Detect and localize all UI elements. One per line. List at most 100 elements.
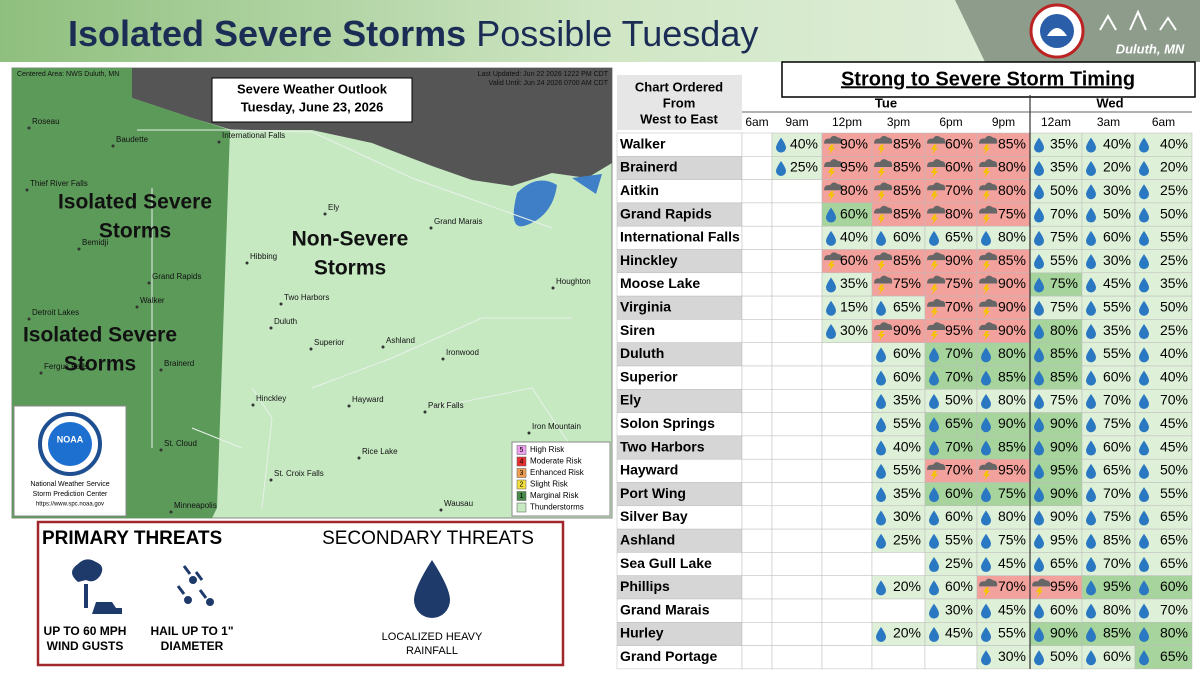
cell-value: 30%	[1103, 252, 1131, 268]
cell-value: 95%	[1050, 578, 1078, 594]
drop-icon	[1086, 393, 1096, 409]
cell	[821, 365, 873, 390]
drop-icon	[1139, 230, 1149, 246]
cell-value: 55%	[1050, 252, 1078, 268]
bolt-icon	[983, 307, 990, 318]
cell	[741, 622, 773, 646]
drop-icon	[1139, 533, 1149, 549]
rain-icon	[414, 560, 450, 618]
cell-value: 55%	[893, 462, 921, 478]
cell-value: 90%	[998, 298, 1026, 314]
cell	[741, 505, 773, 530]
cell-value: 85%	[893, 252, 921, 268]
city-label: Grand Rapids	[152, 272, 201, 281]
drop-icon	[981, 230, 991, 246]
legend-swatch	[516, 479, 527, 490]
cell-value: 70%	[945, 345, 973, 361]
drop-icon	[1086, 580, 1096, 596]
cell-value: 75%	[998, 531, 1026, 547]
city-dot	[347, 404, 351, 408]
row-name: Siren	[620, 322, 655, 338]
cell	[771, 389, 823, 413]
drop-icon	[981, 557, 991, 573]
drop-icon	[929, 230, 939, 246]
order-note: Chart Ordered	[635, 79, 723, 94]
city-dot	[323, 212, 327, 216]
cell-value: 20%	[1160, 159, 1188, 175]
threats-panel: PRIMARY THREATS SECONDARY THREATS UP TO …	[36, 520, 565, 667]
bolt-icon	[878, 331, 885, 342]
cell-value: 80%	[840, 182, 868, 198]
cell-value: 90%	[998, 275, 1026, 291]
cell-value: 85%	[893, 205, 921, 221]
order-note: From	[663, 95, 696, 110]
drop-icon	[1034, 463, 1044, 479]
row-name: Silver Bay	[620, 508, 688, 524]
cell	[821, 598, 873, 623]
row-name: Port Wing	[620, 485, 686, 501]
drop-icon	[1034, 160, 1044, 176]
drop-icon	[876, 626, 886, 642]
tree-art	[1099, 9, 1177, 31]
threat-label: DIAMETER	[161, 639, 224, 653]
drop-icon	[1086, 324, 1096, 340]
cell	[871, 598, 926, 623]
cell-value: 90%	[998, 415, 1026, 431]
storm-icon	[979, 578, 998, 587]
storm-icon	[927, 462, 946, 470]
outlook-box	[211, 77, 413, 123]
cell	[821, 342, 873, 367]
drop-icon	[876, 417, 886, 433]
drop-icon	[1139, 417, 1149, 433]
cell-value: 20%	[893, 625, 921, 641]
drop-icon	[1139, 626, 1149, 642]
cell-value: 45%	[1160, 438, 1188, 454]
bolt-icon	[878, 144, 885, 155]
cell	[771, 505, 823, 530]
cell	[771, 179, 823, 204]
cell	[821, 552, 873, 576]
cell	[771, 598, 823, 623]
table-title-box	[781, 61, 1196, 98]
drop-icon	[1086, 207, 1096, 223]
city-dot	[441, 357, 445, 361]
bolt-icon	[983, 261, 990, 272]
city-dot	[551, 286, 555, 290]
bolt-icon	[931, 307, 938, 318]
office-label: Duluth, MN	[1116, 41, 1185, 56]
order-note-box	[617, 75, 742, 130]
drop-icon	[1139, 300, 1149, 316]
region-label: Storms	[314, 257, 386, 280]
drop-icon	[981, 603, 991, 619]
storm-icon	[874, 275, 893, 284]
cell	[741, 249, 773, 274]
cell-value: 40%	[1160, 368, 1188, 384]
lake	[513, 174, 602, 227]
cell	[821, 505, 873, 530]
time-label: 3am	[1097, 115, 1120, 129]
drop-icon	[1034, 207, 1044, 223]
cell	[871, 552, 926, 576]
city-label: Rice Lake	[362, 447, 398, 456]
drop-icon	[1034, 393, 1044, 409]
drop-icon	[1139, 393, 1149, 409]
cell-value: 75%	[1050, 392, 1078, 408]
threat-label: UP TO 60 MPH	[44, 624, 127, 638]
drop-icon	[929, 510, 939, 526]
cell-value: 60%	[840, 205, 868, 221]
cell-value: 30%	[840, 322, 868, 338]
threat-label: RAINFALL	[406, 645, 458, 657]
cell	[771, 249, 823, 274]
cell-value: 85%	[1050, 368, 1078, 384]
bolt-icon	[878, 191, 885, 202]
city-label: Hinckley	[256, 394, 286, 403]
cell	[741, 202, 773, 227]
cell-value: 95%	[1050, 462, 1078, 478]
drop-icon	[1034, 533, 1044, 549]
outlook-date: Tuesday, June 23, 2026	[241, 99, 384, 114]
updated-label: Last Updated: Jun 22 2026 1222 PM CDT	[478, 71, 609, 78]
drop-icon	[876, 393, 886, 409]
drop-icon	[1139, 370, 1149, 386]
cell	[771, 295, 823, 320]
cell	[771, 435, 823, 460]
